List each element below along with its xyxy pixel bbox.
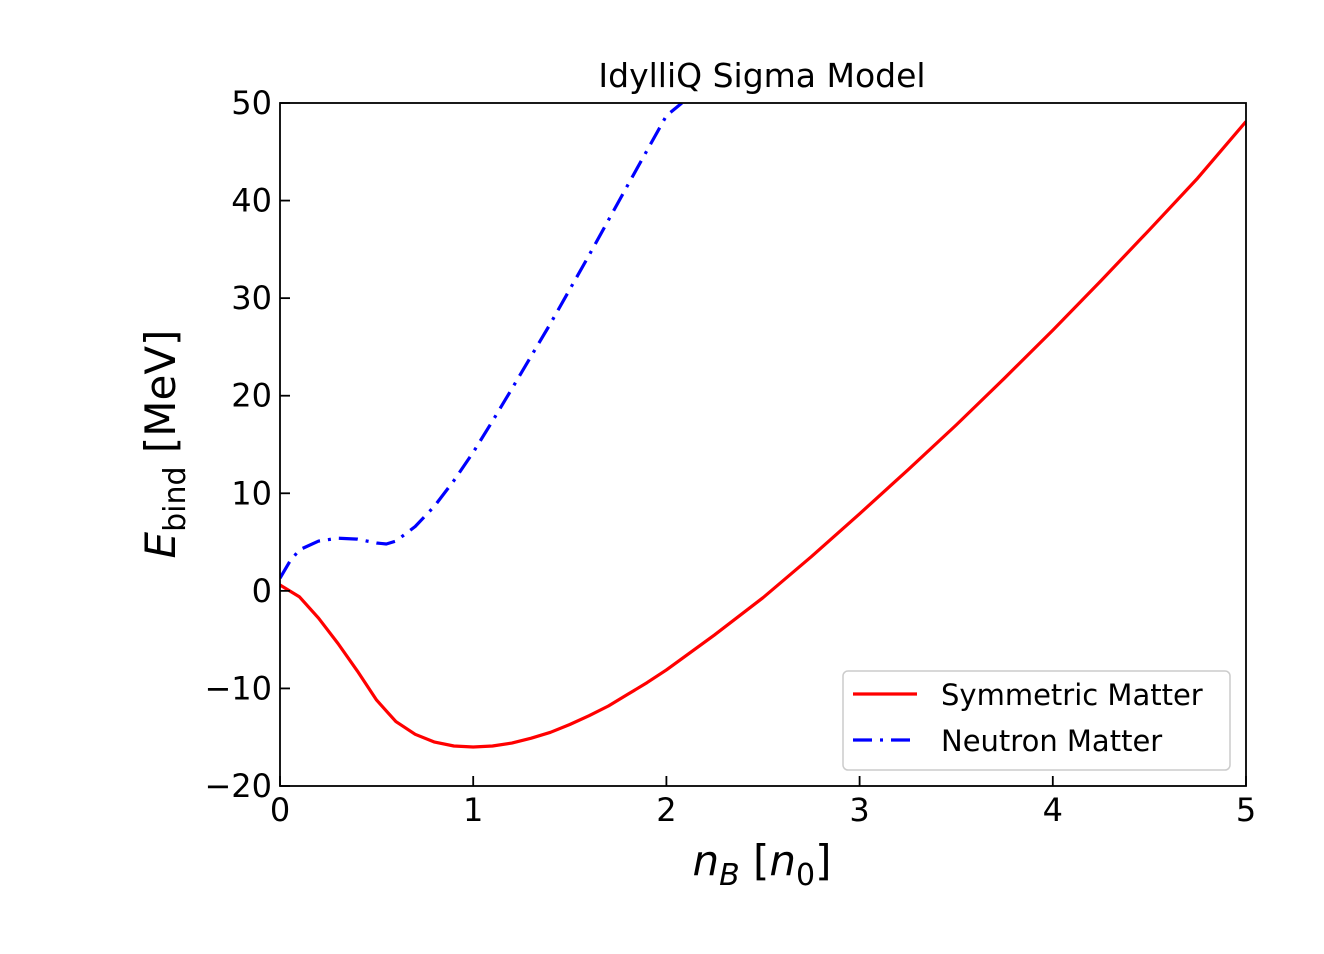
legend-box (842, 670, 1231, 771)
y-tick-label: 0 (252, 572, 272, 610)
plot-frame (279, 102, 1247, 787)
legend-label-neutron-matter: Neutron Matter (941, 724, 1162, 758)
x-tick-label: 0 (270, 791, 290, 829)
x-tick-label: 5 (1236, 791, 1256, 829)
x-tick-label: 1 (463, 791, 483, 829)
y-tick-label: −10 (204, 669, 272, 707)
chart-title: IdylliQ Sigma Model (598, 56, 925, 95)
y-tick-label: 20 (231, 377, 272, 415)
x-tick-label: 3 (849, 791, 869, 829)
legend: Symmetric Matter Neutron Matter (842, 670, 1231, 771)
x-axis: 0 1 2 3 4 5 (270, 776, 1256, 829)
y-tick-label: 30 (231, 279, 272, 317)
x-tick-label: 2 (656, 791, 676, 829)
y-tick-label: −20 (204, 767, 272, 805)
y-tick-label: 40 (231, 182, 272, 220)
x-tick-label: 4 (1043, 791, 1063, 829)
y-tick-label: 10 (231, 474, 272, 512)
series-line-symmetric-matter (280, 120, 1246, 749)
y-axis: −20 −10 0 10 20 30 40 50 (204, 84, 290, 805)
plot-area (279, 102, 1247, 787)
y-axis-label: Ebind [MeV] (136, 330, 193, 559)
x-axis-label: nB [n0] (692, 836, 831, 893)
series-line-neutron-matter (280, 103, 683, 580)
legend-label-symmetric-matter: Symmetric Matter (941, 678, 1203, 712)
y-tick-label: 50 (231, 84, 272, 122)
